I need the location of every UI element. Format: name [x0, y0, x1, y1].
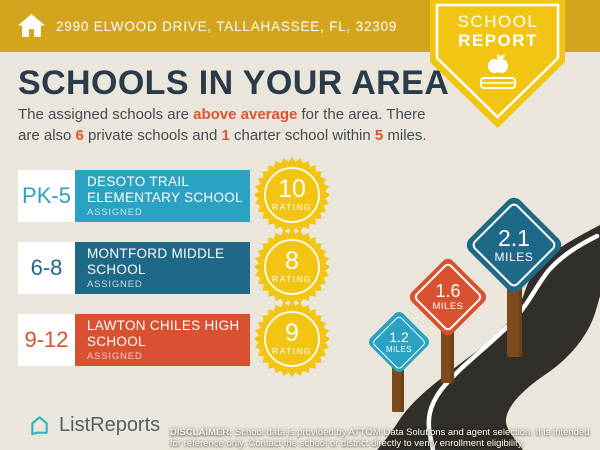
- disclaimer-body: School data is provided by ATTOM Data So…: [170, 427, 590, 449]
- road-surface: [377, 225, 600, 450]
- intro-highlight-charter-count: 1: [221, 127, 230, 144]
- grade-range-badge: 9-12: [18, 314, 75, 366]
- school-row-high: 9-12 LAWTON CHILES HIGH SCHOOL ASSIGNED …: [0, 301, 340, 377]
- badge-label-school: SCHOOL: [457, 12, 539, 31]
- starburst-ring: [264, 311, 320, 367]
- listreports-logo: ListReports: [28, 414, 160, 437]
- intro-text: for the area. There are also: [18, 106, 426, 144]
- sign-distance-value: 2.1: [498, 225, 530, 251]
- starburst-ring: [264, 167, 320, 223]
- intro-paragraph: The assigned schools are above average f…: [18, 104, 442, 146]
- intro-text: The assigned schools are: [18, 106, 194, 123]
- house-icon: [18, 14, 45, 37]
- school-report-badge: SCHOOL REPORT: [428, 0, 568, 134]
- distance-sign-1-6-miles: 1.6 MILES: [406, 255, 490, 339]
- rating-label: RATING: [272, 273, 312, 284]
- distance-sign-1-2-miles: 1.2 MILES: [366, 309, 432, 375]
- page-title: SCHOOLS IN YOUR AREA: [18, 64, 450, 102]
- school-name-bar: LAWTON CHILES HIGH SCHOOL ASSIGNED: [75, 314, 250, 366]
- school-row-elementary: PK-5 DESOTO TRAIL ELEMENTARY SCHOOL ASSI…: [0, 157, 340, 233]
- intro-highlight-above-average: above average: [193, 106, 298, 123]
- school-name: DESOTO TRAIL ELEMENTARY SCHOOL: [87, 174, 243, 205]
- school-name: LAWTON CHILES HIGH SCHOOL: [87, 318, 240, 349]
- grade-range-badge: PK-5: [18, 170, 75, 222]
- sign-distance-value: 1.2: [389, 329, 409, 345]
- distance-sign-2-1-miles: 2.1 MILES: [463, 194, 565, 296]
- intro-highlight-miles: 5: [374, 127, 384, 144]
- sign-distance-unit: MILES: [494, 250, 534, 264]
- rating-label: RATING: [272, 345, 312, 356]
- school-row-middle: 6-8 MONTFORD MIDDLE SCHOOL ASSIGNED 8 RA…: [0, 229, 340, 305]
- disclaimer-text: DISCLAIMER: School data is provided by A…: [170, 427, 594, 449]
- sign-distance-value: 1.6: [435, 281, 461, 301]
- intro-highlight-private-count: 6: [75, 127, 84, 144]
- sign-distance-unit: MILES: [432, 301, 464, 312]
- intro-text: miles.: [383, 127, 427, 144]
- school-status: ASSIGNED: [87, 279, 143, 290]
- rating-value: 9: [285, 318, 299, 347]
- school-name-bar: MONTFORD MIDDLE SCHOOL ASSIGNED: [75, 242, 250, 294]
- intro-text: private schools and: [83, 127, 222, 144]
- road-center-line: [426, 233, 600, 450]
- rating-value: 8: [285, 246, 299, 275]
- school-status: ASSIGNED: [87, 351, 143, 362]
- apple-on-books-icon: [480, 54, 516, 89]
- rating-label: RATING: [272, 201, 312, 212]
- disclaimer-label: DISCLAIMER:: [170, 427, 233, 438]
- starburst-ring: [264, 239, 320, 295]
- intro-text: charter school within: [229, 127, 375, 144]
- property-address: 2990 ELWOOD DRIVE, TALLAHASSEE, FL, 3230…: [56, 18, 398, 34]
- badge-label-report: REPORT: [458, 31, 538, 50]
- school-name: MONTFORD MIDDLE SCHOOL: [87, 246, 225, 277]
- grade-range-badge: 6-8: [18, 242, 75, 294]
- school-name-bar: DESOTO TRAIL ELEMENTARY SCHOOL ASSIGNED: [75, 170, 250, 222]
- rating-value: 10: [278, 174, 306, 203]
- sign-distance-unit: MILES: [385, 345, 412, 354]
- badge-inner-border: [435, 3, 560, 119]
- school-status: ASSIGNED: [87, 207, 143, 218]
- listreports-wordmark: ListReports: [59, 414, 161, 436]
- listreports-house-icon: [31, 416, 48, 436]
